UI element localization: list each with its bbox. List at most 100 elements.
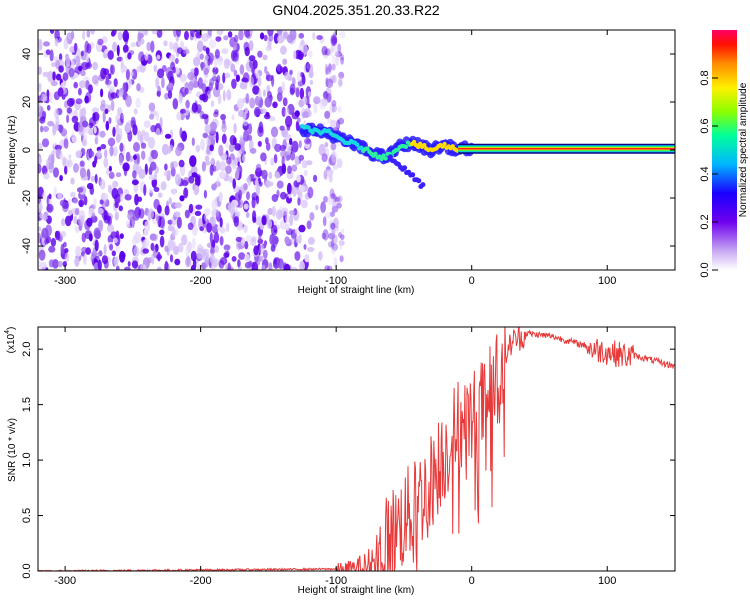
noise-speckle — [164, 163, 168, 171]
noise-speckle — [338, 31, 346, 39]
noise-speckle — [112, 180, 119, 188]
noise-speckle — [213, 231, 220, 244]
noise-speckle — [108, 171, 115, 179]
noise-speckle — [326, 93, 332, 103]
y-tick-label: -20 — [21, 190, 33, 206]
noise-speckle — [321, 153, 328, 163]
noise-speckle — [176, 30, 181, 38]
noise-speckle — [181, 234, 188, 246]
noise-speckle — [325, 66, 330, 75]
noise-speckle — [276, 30, 283, 36]
noise-speckle — [308, 110, 312, 117]
noise-speckle — [63, 241, 67, 248]
noise-speckle — [164, 133, 172, 139]
noise-speckle — [218, 191, 223, 203]
ridge-core — [379, 156, 384, 162]
noise-speckle — [60, 243, 65, 255]
noise-speckle — [211, 199, 218, 210]
noise-speckle — [332, 234, 338, 244]
noise-speckle — [175, 173, 181, 186]
noise-speckle — [86, 54, 89, 64]
noise-speckle — [261, 264, 266, 270]
noise-speckle — [73, 163, 79, 173]
noise-speckle — [295, 188, 300, 195]
noise-speckle — [54, 144, 62, 151]
noise-speckle — [46, 203, 54, 213]
noise-speckle — [268, 262, 273, 270]
noise-speckle — [209, 144, 214, 152]
noise-speckle — [190, 250, 197, 262]
noise-speckle — [75, 245, 82, 257]
noise-speckle — [254, 95, 260, 106]
noise-speckle — [297, 51, 305, 59]
noise-speckle — [200, 248, 205, 260]
noise-speckle — [221, 48, 229, 55]
noise-speckle — [167, 224, 174, 232]
noise-speckle — [38, 142, 43, 151]
noise-speckle — [233, 123, 237, 134]
noise-speckle — [65, 55, 71, 68]
noise-speckle — [214, 49, 220, 59]
noise-speckle — [119, 233, 124, 240]
noise-speckle — [183, 187, 189, 199]
noise-speckle — [240, 237, 245, 246]
noise-speckle — [243, 183, 248, 191]
noise-speckle — [244, 107, 249, 114]
noise-speckle — [115, 255, 119, 267]
noise-speckle — [146, 41, 152, 52]
noise-speckle — [289, 151, 296, 161]
noise-speckle — [71, 131, 75, 141]
noise-speckle — [67, 209, 73, 216]
noise-speckle — [233, 69, 238, 77]
noise-speckle — [263, 34, 268, 42]
noise-speckle — [89, 150, 95, 157]
noise-speckle — [124, 266, 131, 270]
noise-speckle — [169, 41, 174, 50]
x-tick-label: -100 — [325, 575, 347, 587]
noise-speckle — [265, 74, 273, 82]
noise-speckle — [71, 115, 79, 124]
noise-speckle — [244, 46, 250, 57]
noise-speckle — [272, 101, 278, 109]
noise-speckle — [92, 61, 98, 71]
y-tick-label: 0.5 — [21, 508, 33, 523]
snr-frame — [37, 326, 676, 572]
noise-speckle — [241, 77, 249, 83]
noise-speckle — [324, 110, 331, 119]
noise-speckle — [150, 40, 155, 53]
noise-speckle — [44, 238, 49, 245]
noise-speckle — [313, 102, 318, 114]
noise-speckle — [48, 245, 56, 253]
noise-speckle — [106, 167, 110, 176]
y-tick-label: -40 — [21, 238, 33, 254]
noise-speckle — [330, 222, 336, 230]
noise-speckle — [130, 42, 137, 48]
ridge-core — [365, 146, 370, 151]
noise-speckle — [108, 165, 112, 172]
noise-speckle — [63, 38, 69, 50]
noise-speckle — [68, 154, 72, 160]
noise-speckle — [99, 179, 106, 190]
x-tick-label: 100 — [598, 275, 616, 287]
noise-speckle — [325, 78, 331, 84]
noise-speckle — [91, 74, 99, 85]
noise-speckle — [307, 247, 315, 252]
x-tick-label: 0 — [469, 575, 475, 587]
spectrogram-x-ticks: -300 -200 -100 0 100 — [54, 30, 616, 287]
noise-speckle — [41, 138, 50, 148]
noise-speckle — [277, 34, 285, 44]
noise-speckle — [284, 263, 291, 270]
noise-speckle — [58, 65, 64, 73]
noise-speckle — [107, 137, 116, 147]
noise-speckle — [125, 69, 130, 80]
noise-speckle — [298, 233, 302, 244]
noise-speckle — [265, 179, 271, 189]
noise-speckle — [100, 99, 106, 108]
noise-speckle — [112, 146, 118, 157]
noise-speckle — [228, 143, 235, 153]
noise-speckle — [163, 40, 168, 47]
noise-speckle — [167, 146, 172, 154]
noise-speckle — [134, 193, 139, 206]
noise-speckle — [236, 211, 241, 217]
noise-speckle — [173, 245, 180, 255]
